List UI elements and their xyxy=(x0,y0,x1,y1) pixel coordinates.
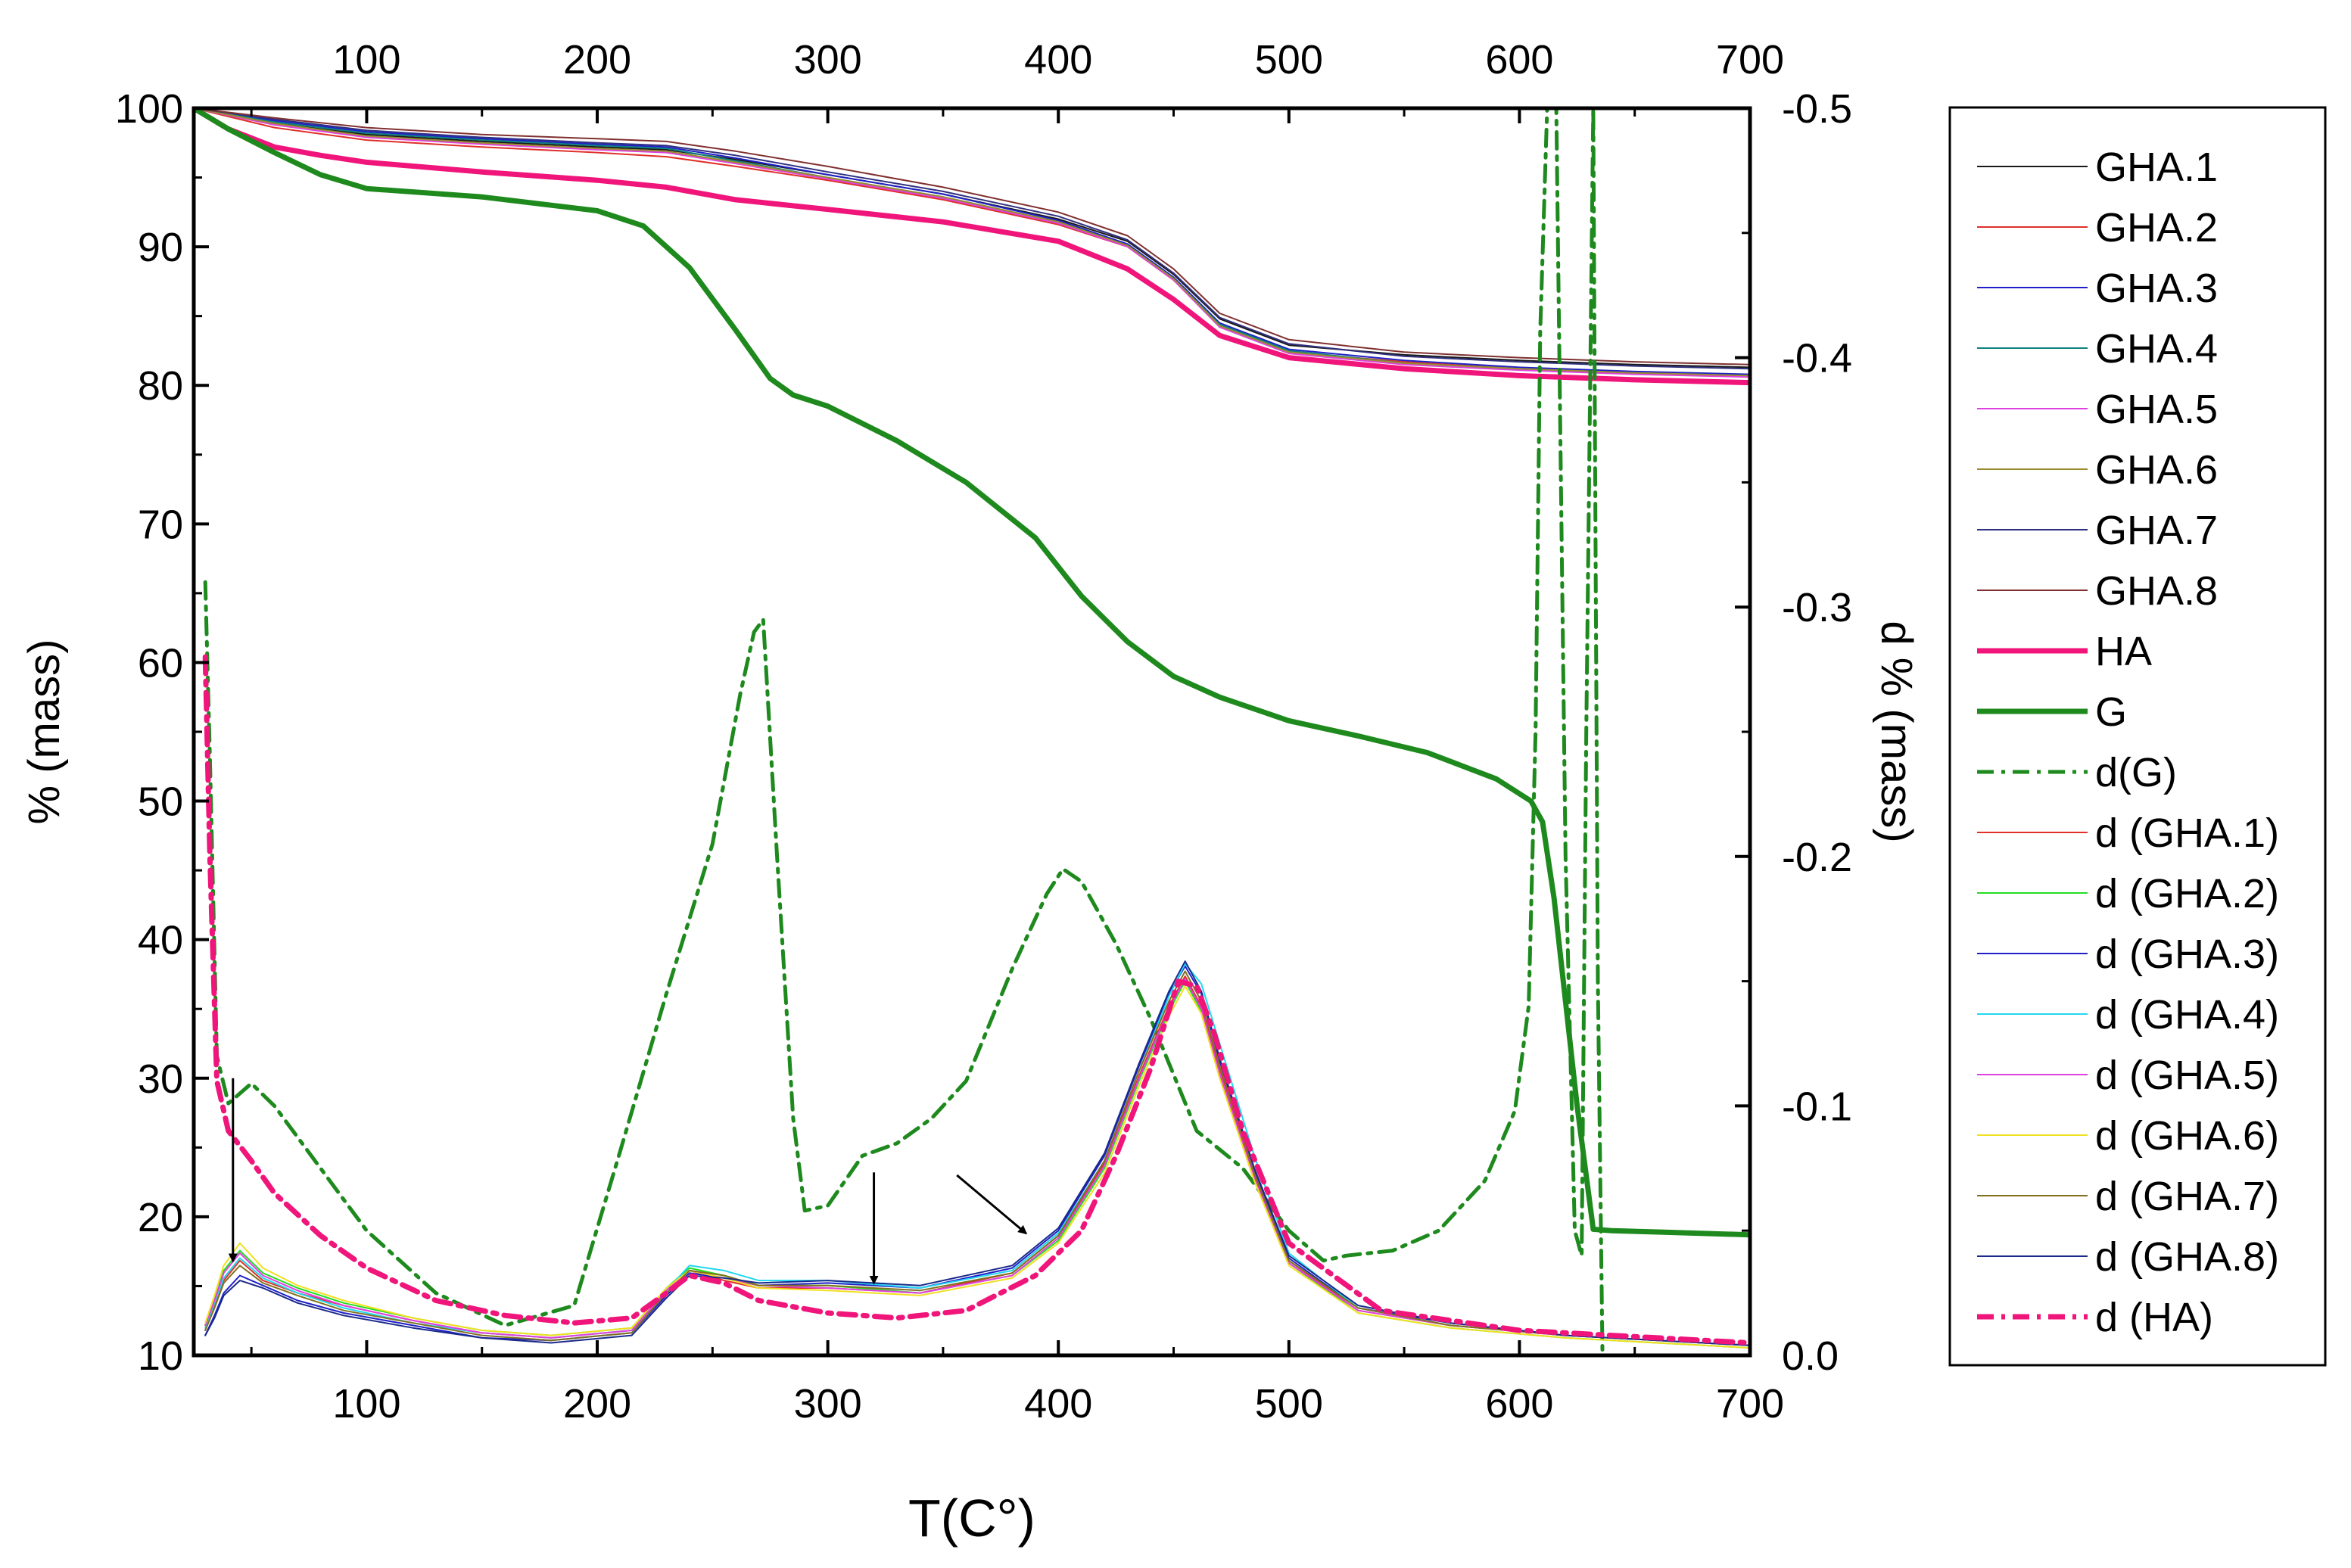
series-line-g xyxy=(194,108,1750,1238)
legend-label: d(G) xyxy=(2095,750,2177,795)
y-left-tick-label: 20 xyxy=(138,1195,183,1240)
legend-label: GHA.2 xyxy=(2095,205,2218,250)
y-left-tick-label: 50 xyxy=(138,779,183,825)
y-left-tick-label: 100 xyxy=(115,86,183,132)
x-axis-title: T(C°) xyxy=(908,1489,1035,1548)
x-tick-label-top: 300 xyxy=(794,37,862,82)
series-line-gha-3 xyxy=(194,108,1750,375)
x-tick-label-bottom: 700 xyxy=(1716,1381,1784,1426)
legend-label: GHA.1 xyxy=(2095,145,2218,190)
series-line-gha-7 xyxy=(194,108,1750,370)
series-line-d-gha-3 xyxy=(204,965,1750,1346)
legend-label: d (GHA.8) xyxy=(2095,1234,2279,1280)
series-line-d-gha-5 xyxy=(204,978,1750,1346)
legend-box xyxy=(1948,106,2327,1367)
series-line-gha-5 xyxy=(194,108,1750,378)
y-right-tick-label: 0.0 xyxy=(1782,1333,1839,1379)
x-tick-label-top: 600 xyxy=(1485,37,1553,82)
y-left-tick-label: 80 xyxy=(138,363,183,409)
y-left-tick-label: 10 xyxy=(138,1333,183,1379)
series-line-gha-6 xyxy=(194,108,1750,377)
series-line-ha xyxy=(194,108,1750,386)
y-right-tick-label: -0.4 xyxy=(1782,336,1852,381)
y-left-tick-label: 60 xyxy=(138,640,183,686)
x-tick-label-bottom: 300 xyxy=(794,1381,862,1426)
legend-label: d (GHA.4) xyxy=(2095,992,2279,1038)
y-right-axis-title: d % (mass) xyxy=(1872,621,1921,842)
x-tick-label-top: 500 xyxy=(1255,37,1323,82)
legend-label: d (GHA.6) xyxy=(2095,1113,2279,1159)
x-tick-label-top: 400 xyxy=(1024,37,1092,82)
y-right-tick-label: -0.5 xyxy=(1782,86,1852,132)
y-left-tick-label: 40 xyxy=(138,918,183,963)
series-line-gha-8 xyxy=(194,108,1750,366)
series-line-d-gha-6 xyxy=(204,985,1750,1349)
y-left-tick-label: 90 xyxy=(138,225,183,270)
x-tick-label-bottom: 400 xyxy=(1024,1381,1092,1426)
series-line-gha-2 xyxy=(194,108,1750,377)
legend-label: GHA.8 xyxy=(2095,568,2218,614)
legend-label: d (GHA.1) xyxy=(2095,810,2279,856)
legend-label: d (HA) xyxy=(2095,1295,2213,1340)
series-line-d-gha-7 xyxy=(204,970,1750,1346)
y-right-tick-label: -0.2 xyxy=(1782,835,1852,880)
legend-label: GHA.6 xyxy=(2095,447,2218,493)
legend-label: d (GHA.2) xyxy=(2095,871,2279,916)
legend-label: GHA.4 xyxy=(2095,326,2218,372)
series-line-d-gha-8 xyxy=(204,960,1750,1346)
legend-label: d (GHA.3) xyxy=(2095,932,2279,977)
y-right-tick-label: -0.3 xyxy=(1782,585,1852,630)
legend-label: G xyxy=(2095,689,2127,735)
x-tick-label-bottom: 100 xyxy=(332,1381,400,1426)
series-line-d-ha xyxy=(202,654,1750,1346)
y-left-tick-label: 30 xyxy=(138,1056,183,1102)
y-right-tick-label: -0.1 xyxy=(1782,1084,1852,1129)
legend-label: GHA.7 xyxy=(2095,508,2218,553)
x-tick-label-top: 200 xyxy=(563,37,631,82)
x-tick-label-top: 700 xyxy=(1716,37,1784,82)
legend-label: GHA.3 xyxy=(2095,266,2218,311)
legend-label: d (GHA.7) xyxy=(2095,1174,2279,1219)
x-tick-label-bottom: 600 xyxy=(1485,1381,1553,1426)
y-left-tick-label: 70 xyxy=(138,502,183,547)
legend-label: HA xyxy=(2095,629,2152,674)
x-tick-label-bottom: 200 xyxy=(563,1381,631,1426)
legend-label: d (GHA.5) xyxy=(2095,1053,2279,1098)
y-left-axis-title: % (mass) xyxy=(20,639,69,825)
legend-label: GHA.5 xyxy=(2095,387,2218,432)
x-tick-label-bottom: 500 xyxy=(1255,1381,1323,1426)
x-tick-label-top: 100 xyxy=(332,37,400,82)
annotation-arrow-3 xyxy=(956,1174,1028,1235)
